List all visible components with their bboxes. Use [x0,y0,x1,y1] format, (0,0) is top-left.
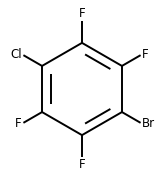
Text: F: F [79,7,85,20]
Text: Cl: Cl [10,48,22,61]
Text: F: F [79,158,85,171]
Text: Br: Br [142,117,155,130]
Text: F: F [142,48,149,61]
Text: F: F [15,117,22,130]
